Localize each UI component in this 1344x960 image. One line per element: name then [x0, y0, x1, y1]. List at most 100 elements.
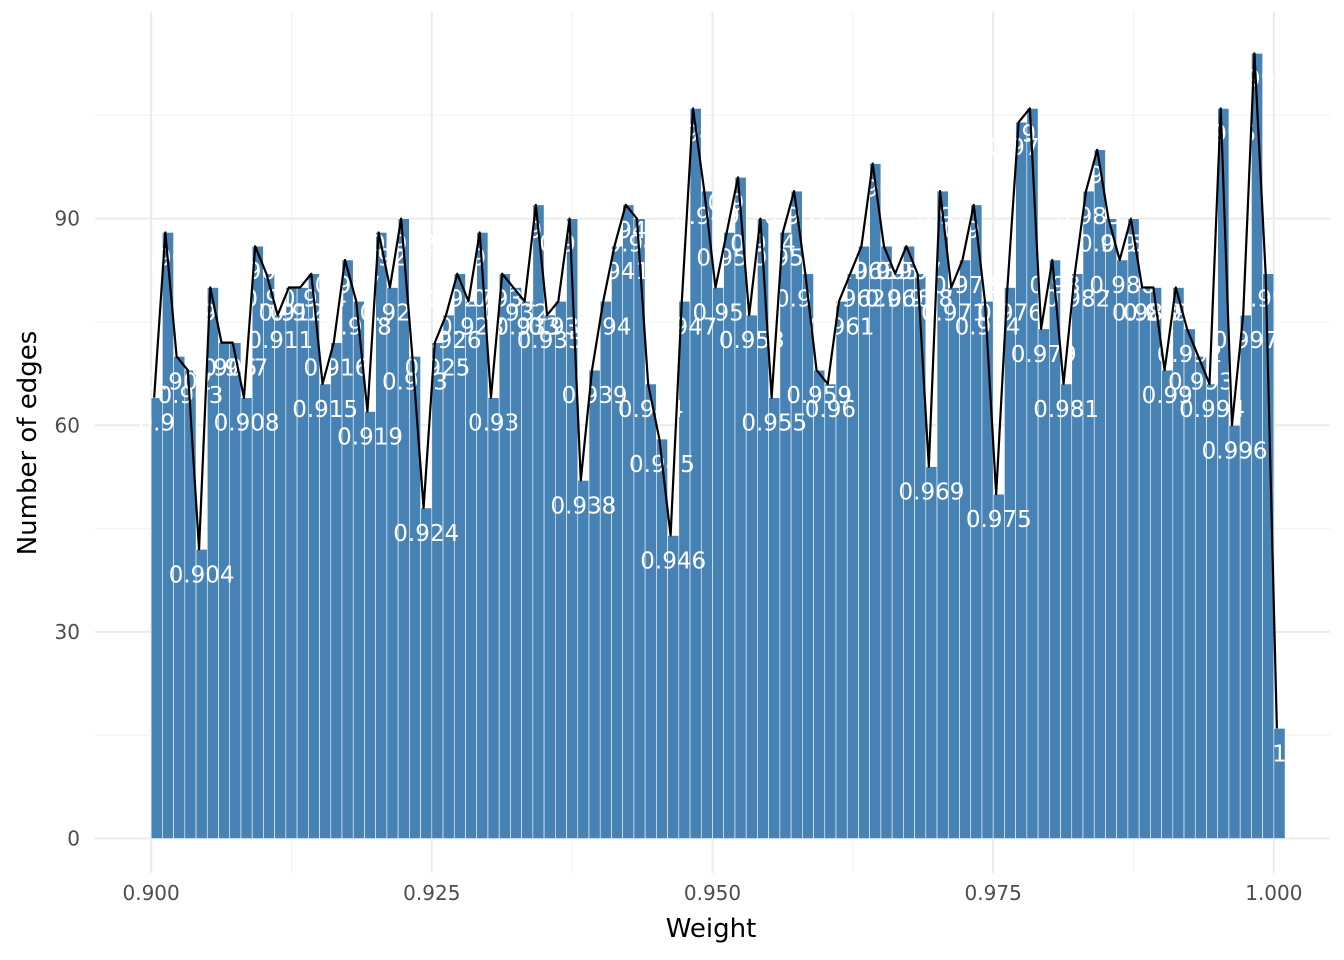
- data-label: 0.925: [405, 356, 471, 382]
- data-label: 0.935: [517, 328, 583, 354]
- y-tick-label: 0: [67, 827, 80, 851]
- bar: [599, 300, 612, 839]
- bar: [1228, 424, 1241, 839]
- data-label: 0.937: [539, 232, 605, 258]
- data-label: 0.928: [438, 314, 504, 340]
- bar: [1150, 287, 1162, 839]
- bar: [835, 300, 848, 839]
- bar: [768, 397, 781, 839]
- data-label: 0.976: [977, 301, 1043, 327]
- data-label: 0.971: [921, 301, 987, 327]
- bar: [622, 204, 635, 839]
- data-label: 0.924: [393, 521, 459, 547]
- bar: [364, 411, 376, 839]
- bar: [465, 300, 478, 839]
- bar: [734, 177, 747, 839]
- data-label: 0.962: [820, 287, 886, 313]
- data-label: 0.981: [1033, 397, 1099, 423]
- x-tick-label: 0.975: [965, 881, 1022, 905]
- y-axis-title: Number of edges: [13, 331, 43, 556]
- bar: [588, 369, 601, 839]
- data-label: 0.999: [1235, 287, 1301, 313]
- bar: [779, 232, 792, 839]
- data-label: 0.983: [1056, 204, 1122, 230]
- data-label: 0.965: [854, 259, 920, 285]
- x-tick-label: 1.000: [1245, 881, 1302, 905]
- bar: [1138, 287, 1151, 839]
- data-label: 0.919: [337, 425, 403, 451]
- data-label: 0.911: [247, 328, 313, 354]
- y-tick-label: 30: [55, 620, 80, 644]
- x-axis-ticks: 0.900 0.925 0.950 0.975 1.000: [123, 881, 1303, 905]
- data-label: 0.975: [966, 507, 1032, 533]
- bar: [1273, 728, 1286, 839]
- data-label: 0.933: [494, 314, 560, 340]
- bar: [824, 383, 837, 839]
- data-label: 0.908: [214, 411, 280, 437]
- bar: [802, 273, 814, 839]
- bar: [409, 356, 421, 839]
- bar: [700, 190, 713, 839]
- data-label: 0.902: [146, 369, 212, 395]
- bar: [274, 314, 287, 839]
- data-label: 0.938: [550, 493, 616, 519]
- data-label: 0.986: [1089, 273, 1155, 299]
- bar: [1194, 356, 1207, 839]
- bar: [914, 273, 927, 839]
- bar: [1015, 121, 1028, 839]
- data-label: 0.997: [1213, 328, 1279, 354]
- bar: [543, 314, 556, 839]
- count-line: [153, 52, 1278, 729]
- data-label: 0.96: [805, 397, 856, 423]
- bar: [1262, 273, 1275, 839]
- bar: [566, 218, 579, 839]
- bar: [1116, 259, 1129, 839]
- bar: [420, 507, 433, 839]
- data-label: 0.947: [652, 314, 718, 340]
- data-label: 0.93: [468, 411, 519, 437]
- bar: [981, 300, 994, 839]
- bar: [498, 273, 511, 839]
- bar: [555, 300, 567, 839]
- x-tick-label: 0.950: [684, 881, 741, 905]
- bar: [880, 245, 893, 839]
- bar: [577, 480, 590, 839]
- data-label: 0.961: [809, 314, 875, 340]
- bar: [1060, 383, 1073, 839]
- bar: [1217, 108, 1230, 839]
- bar: [903, 245, 915, 839]
- data-label: 0.932: [483, 301, 549, 327]
- x-axis-title: Weight: [666, 914, 757, 944]
- data-label: 0.939: [562, 383, 628, 409]
- bar: [813, 369, 826, 839]
- bar: [341, 259, 354, 839]
- y-tick-label: 90: [55, 207, 80, 231]
- bar: [487, 397, 500, 839]
- bar: [195, 548, 208, 839]
- y-axis-ticks: 0 30 60 90: [55, 207, 80, 851]
- data-label: 0.95: [693, 301, 744, 327]
- data-label: 0.916: [303, 356, 369, 382]
- data-label: 0.963: [831, 259, 897, 285]
- data-label: 0.959: [786, 383, 852, 409]
- data-label: 0.967: [876, 259, 942, 285]
- data-label: 0.909: [225, 259, 291, 285]
- data-label: 0.915: [292, 397, 358, 423]
- bar: [745, 314, 758, 839]
- data-label: 0.936: [528, 314, 594, 340]
- bar: [712, 287, 725, 839]
- bar: [1239, 314, 1252, 839]
- bar: [150, 397, 163, 839]
- y-tick-label: 60: [55, 413, 80, 437]
- data-label: 0.969: [899, 480, 965, 506]
- data-label: 0.921: [360, 301, 426, 327]
- bar: [947, 287, 960, 839]
- bar: [846, 273, 859, 839]
- bar: [1004, 287, 1016, 839]
- x-tick-label: 0.900: [123, 881, 180, 905]
- data-label: 0.9: [138, 411, 175, 437]
- bar: [925, 466, 938, 839]
- bar: [162, 232, 174, 839]
- data-label: 0.94: [580, 314, 631, 340]
- data-label: 0.927: [427, 287, 493, 313]
